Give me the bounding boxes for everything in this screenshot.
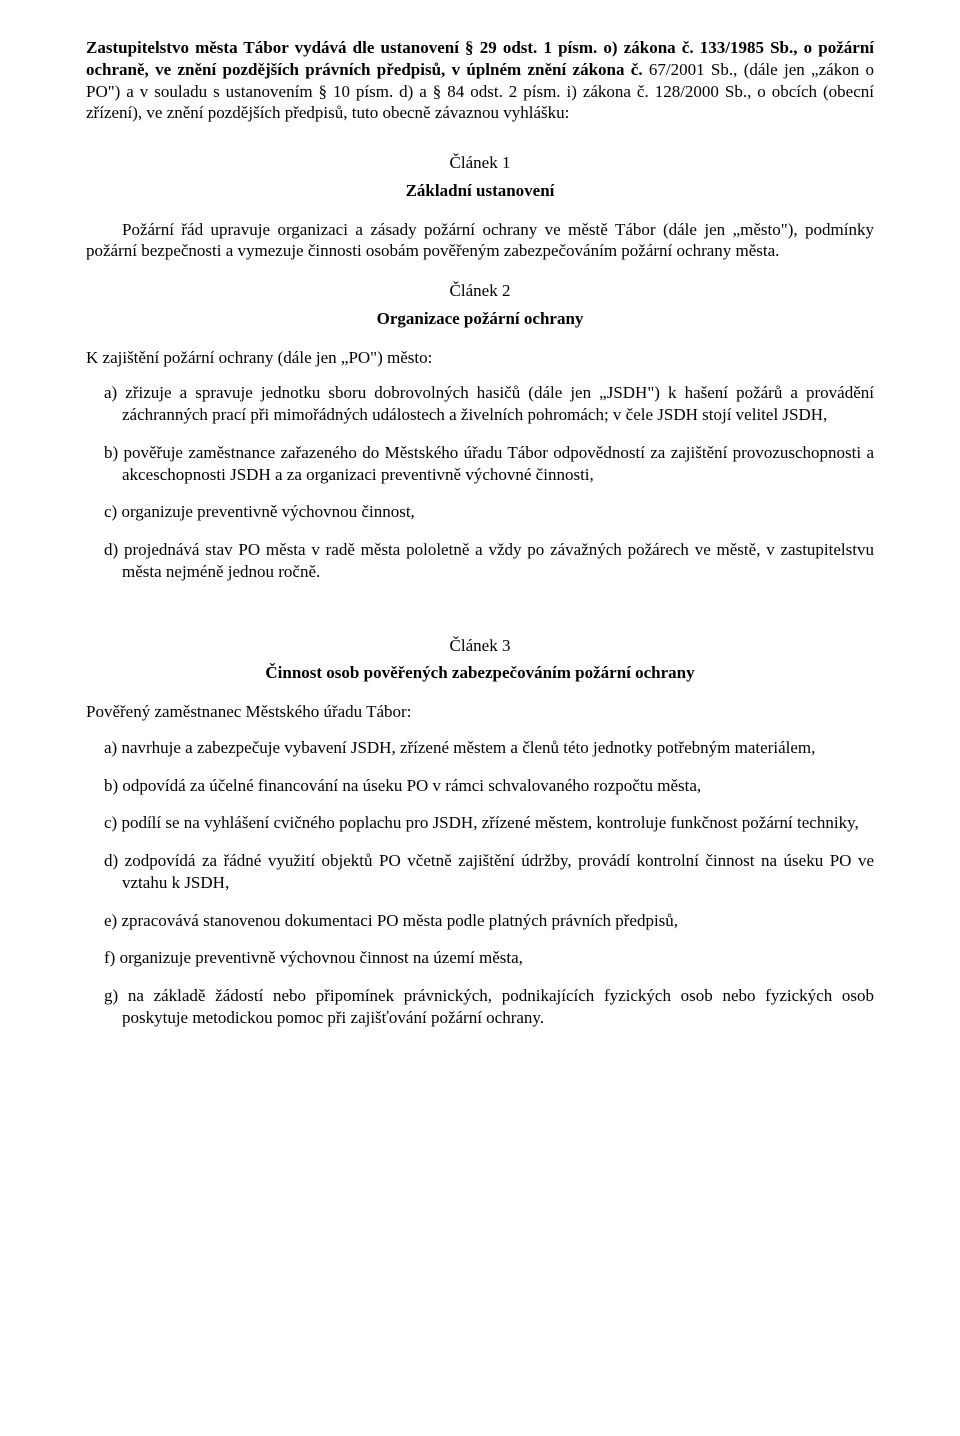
article-3-label: Článek 3 — [86, 635, 874, 657]
list-item: b) pověřuje zaměstnance zařazeného do Mě… — [86, 442, 874, 486]
list-item: f) organizuje preventivně výchovnou činn… — [86, 947, 874, 969]
list-item: d) projednává stav PO města v radě města… — [86, 539, 874, 583]
article-2-title: Organizace požární ochrany — [86, 308, 874, 330]
article-1-title: Základní ustanovení — [86, 180, 874, 202]
document-page: Zastupitelstvo města Tábor vydává dle us… — [0, 0, 960, 1087]
list-item: g) na základě žádostí nebo připomínek pr… — [86, 985, 874, 1029]
article-3-list: a) navrhuje a zabezpečuje vybavení JSDH,… — [86, 737, 874, 1029]
list-item: a) navrhuje a zabezpečuje vybavení JSDH,… — [86, 737, 874, 759]
list-item: e) zpracovává stanovenou dokumentaci PO … — [86, 910, 874, 932]
preamble: Zastupitelstvo města Tábor vydává dle us… — [86, 37, 874, 124]
article-2-list: a) zřizuje a spravuje jednotku sboru dob… — [86, 382, 874, 582]
list-item: d) zodpovídá za řádné využití objektů PO… — [86, 850, 874, 894]
article-2-leadin: K zajištění požární ochrany (dále jen „P… — [86, 347, 874, 369]
article-2-label: Článek 2 — [86, 280, 874, 302]
article-1-label: Článek 1 — [86, 152, 874, 174]
list-item: c) podílí se na vyhlášení cvičného popla… — [86, 812, 874, 834]
list-item: c) organizuje preventivně výchovnou činn… — [86, 501, 874, 523]
article-3-title: Činnost osob pověřených zabezpečováním p… — [86, 662, 874, 684]
article-3-leadin: Pověřený zaměstnanec Městského úřadu Táb… — [86, 701, 874, 723]
article-1-paragraph: Požární řád upravuje organizaci a zásady… — [86, 219, 874, 263]
list-item: b) odpovídá za účelné financování na úse… — [86, 775, 874, 797]
list-item: a) zřizuje a spravuje jednotku sboru dob… — [86, 382, 874, 426]
